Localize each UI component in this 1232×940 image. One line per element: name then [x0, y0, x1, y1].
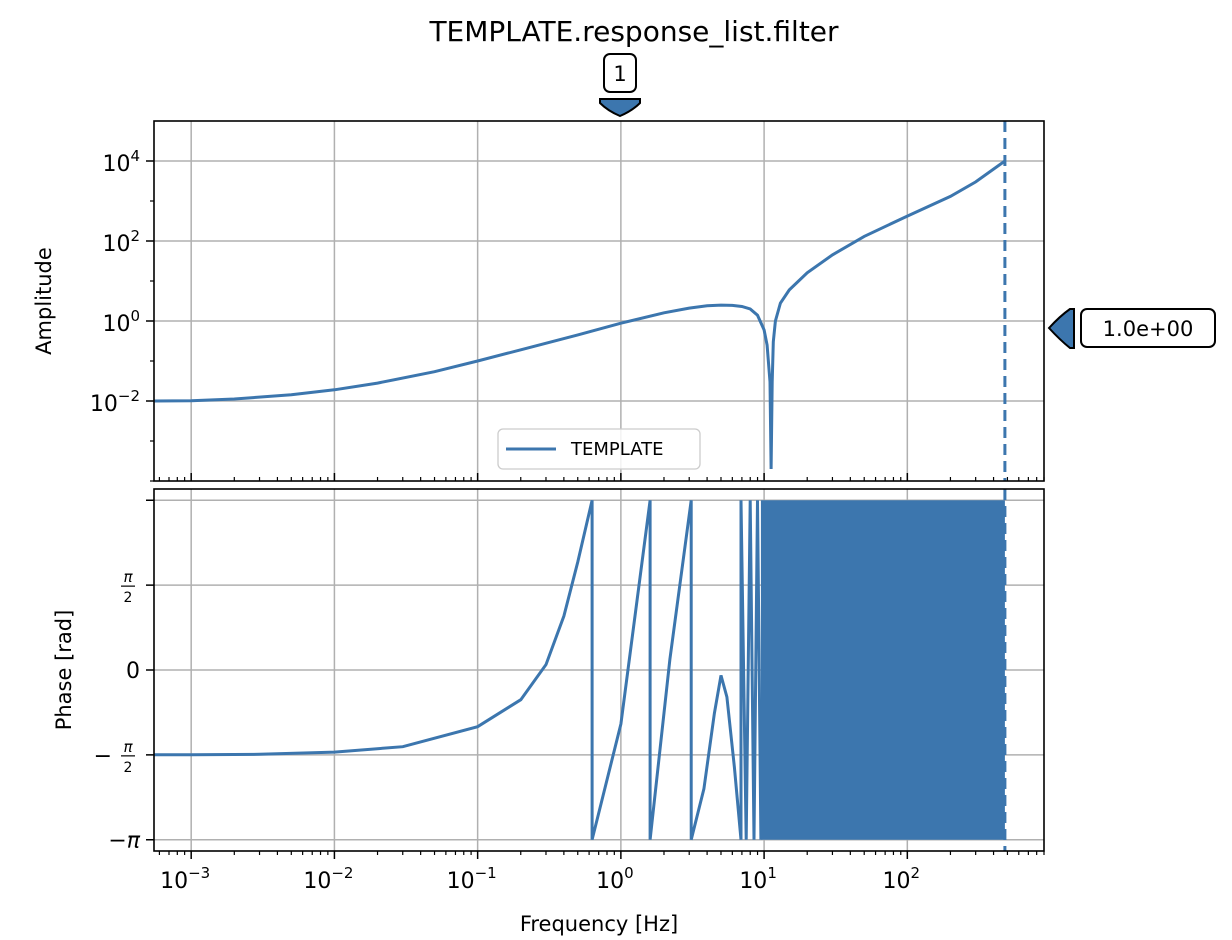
- legend: TEMPLATE: [497, 428, 701, 470]
- phase-y-tick-label: π: [123, 568, 133, 586]
- phase-oscillation-fill: [760, 500, 1005, 840]
- phase-y-tick-label: 0: [126, 659, 140, 684]
- amplitude-y-ticks: 104 102 100 10−2: [90, 147, 154, 482]
- amplitude-y-tick-label: 102: [102, 227, 140, 257]
- phase-x-tick-label: 10−2: [303, 864, 353, 894]
- phase-xlabel: Frequency [Hz]: [520, 912, 678, 936]
- right-annotation[interactable]: 1.0e+00: [1047, 308, 1216, 349]
- phase-y-tick-label: 2: [124, 590, 133, 606]
- phase-x-tick-label: 10−3: [160, 864, 210, 894]
- amplitude-series-line: [154, 159, 1006, 470]
- phase-axes-frame: [153, 488, 1045, 852]
- chart-title: TEMPLATE.response_list.filter: [428, 15, 839, 48]
- phase-y-ticks: π20− π2−π: [94, 499, 154, 854]
- amplitude-y-tick-label: 100: [102, 307, 140, 337]
- right-annotation-marker: [1047, 308, 1075, 349]
- amplitude-panel: 104 102 100 10−2 Amplitude TEMPLATE: [32, 120, 1045, 482]
- phase-ylabel: Phase [rad]: [52, 610, 76, 731]
- phase-x-tick-label: 100: [596, 864, 634, 894]
- phase-panel: π20− π2−π 10−3 10−2 10−1 100 101 102 Phase [ra…: [52, 488, 1045, 936]
- phase-y-tick-label: 2: [124, 760, 133, 776]
- phase-x-tick-label: 101: [739, 864, 777, 894]
- legend-box: [497, 428, 701, 470]
- top-annotation-box: [603, 53, 637, 93]
- right-annotation-box: [1080, 308, 1216, 348]
- right-annotation-label: 1.0e+00: [1103, 317, 1194, 341]
- amplitude-grid: [154, 121, 1045, 481]
- phase-y-tick-label: π: [123, 738, 133, 756]
- amplitude-y-tick-label: 104: [102, 147, 140, 177]
- phase-x-tick-label: 10−1: [447, 864, 497, 894]
- legend-label: TEMPLATE: [570, 439, 663, 460]
- phase-series-line: [154, 499, 763, 841]
- amplitude-y-tick-label: 10−2: [90, 387, 140, 417]
- phase-x-ticks: 10−3 10−2 10−1 100 101 102: [158, 851, 1045, 894]
- top-annotation[interactable]: 1: [599, 53, 641, 118]
- phase-oscillation-band: [760, 500, 1005, 840]
- phase-y-tick-label: −: [94, 744, 112, 769]
- phase-x-tick-label: 102: [883, 864, 921, 894]
- top-annotation-label: 1: [613, 62, 626, 86]
- amplitude-axes-frame: [153, 120, 1045, 482]
- top-annotation-marker: [599, 98, 641, 118]
- phase-y-tick-label: −π: [108, 829, 140, 854]
- amplitude-ylabel: Amplitude: [32, 247, 56, 355]
